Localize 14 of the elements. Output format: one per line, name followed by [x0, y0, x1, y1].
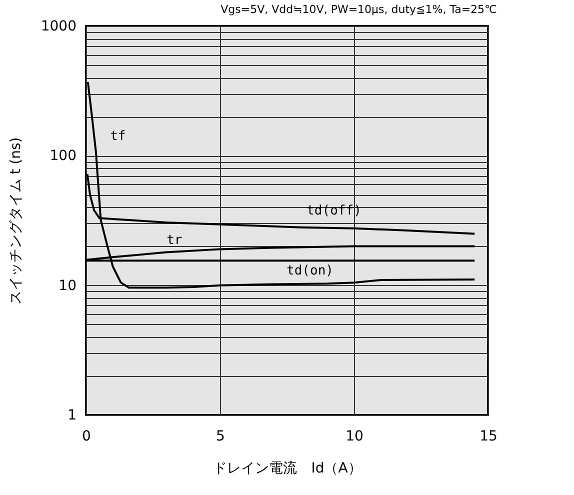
x-tick-label: 10 [346, 428, 364, 444]
y-tick-label: 1 [68, 408, 76, 424]
y-tick-label: 100 [50, 148, 76, 164]
y-axis-title: スイッチングタイム t (ns) [8, 137, 24, 305]
series-label: tr [166, 233, 182, 248]
x-axis-title: ドレイン電流 Id（A） [213, 460, 362, 476]
x-tick-label: 0 [82, 428, 91, 444]
series-label: td(on) [286, 264, 334, 279]
chart-title: Vgs=5V, Vdd≒10V, PW=10μs, duty≦1%, Ta=25℃ [220, 3, 497, 16]
x-tick-label: 15 [480, 428, 498, 444]
y-tick-label: 10 [58, 278, 76, 294]
series-label: tf [110, 128, 126, 144]
x-tick-label: 5 [216, 428, 225, 444]
y-tick-label: 1000 [40, 18, 76, 34]
